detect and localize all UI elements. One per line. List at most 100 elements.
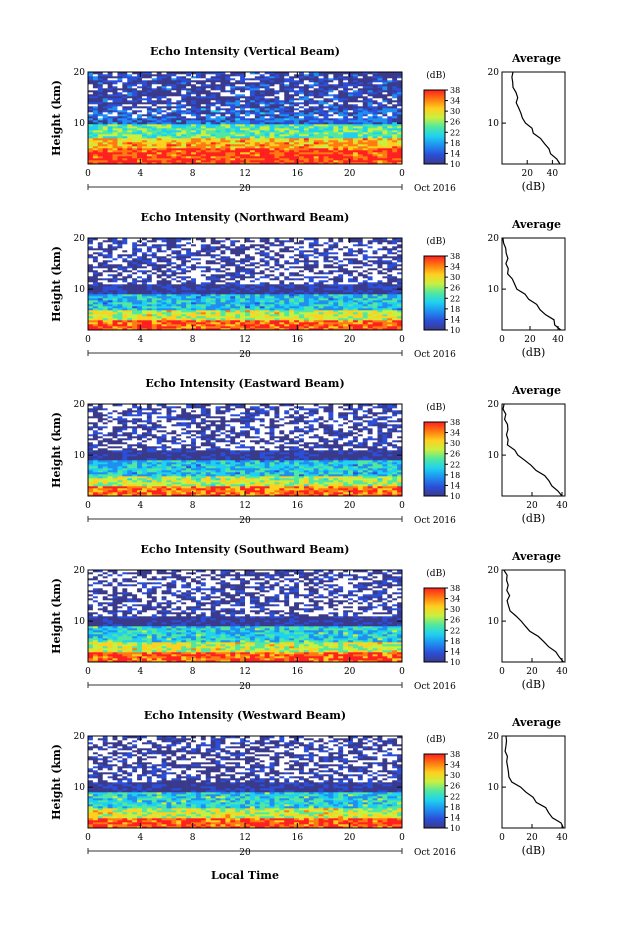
heatmap-cell — [181, 276, 187, 279]
heatmap-cell — [397, 272, 403, 275]
heatmap-cell — [166, 294, 172, 297]
heatmap-cell — [220, 162, 226, 165]
heatmap-cell — [303, 142, 310, 145]
heatmap-cell — [377, 300, 383, 303]
heatmap-cell — [156, 124, 162, 127]
heatmap-cell — [88, 314, 94, 317]
heatmap-cell — [382, 128, 388, 131]
heatmap-cell — [102, 322, 108, 325]
heatmap-cell — [166, 102, 172, 105]
heatmap-cell — [318, 132, 324, 135]
heatmap-cell — [141, 310, 148, 313]
heatmap-cell — [392, 94, 398, 97]
heatmap-cell — [88, 100, 94, 103]
heatmap-cell — [92, 102, 99, 105]
heatmap-cell — [397, 76, 403, 79]
heatmap-cell — [88, 126, 94, 129]
heatmap-cell — [181, 144, 187, 147]
heatmap-cell — [323, 154, 329, 157]
heatmap-cell — [357, 162, 364, 165]
heatmap-cell — [338, 134, 344, 137]
heatmap-cell — [235, 306, 241, 309]
heatmap-cell — [362, 76, 368, 79]
heatmap-cell — [171, 308, 177, 311]
heatmap-cell — [186, 274, 192, 277]
heatmap-cell — [112, 148, 118, 151]
heatmap-cell — [161, 268, 167, 271]
heatmap-cell — [97, 274, 104, 277]
heatmap-cell — [367, 268, 373, 271]
heatmap-cell — [235, 146, 241, 149]
heatmap-cell — [230, 156, 236, 159]
x-tick-label: 8 — [190, 169, 196, 179]
heatmap-cell — [171, 128, 177, 131]
heatmap-cell — [181, 284, 187, 287]
heatmap-cell — [220, 148, 226, 151]
heatmap-cell — [137, 320, 143, 323]
heatmap-cell — [210, 152, 216, 155]
heatmap-cell — [294, 134, 300, 137]
heatmap-cell — [141, 94, 148, 97]
heatmap-cell — [245, 76, 251, 79]
heatmap-cell — [137, 156, 143, 159]
heatmap-cell — [382, 274, 388, 277]
heatmap-cell — [92, 106, 99, 109]
heatmap-cell — [240, 316, 246, 319]
heatmap-cell — [367, 148, 373, 151]
heatmap-cell — [210, 124, 216, 127]
heatmap-cell — [181, 324, 187, 327]
heatmap-cell — [308, 128, 314, 131]
heatmap-cell — [245, 74, 251, 77]
heatmap-cell — [348, 292, 354, 295]
heatmap-cell — [348, 92, 354, 95]
heatmap-cell — [308, 312, 314, 315]
heatmap-cell — [269, 96, 275, 99]
heatmap-cell — [249, 106, 256, 109]
heatmap-cell — [313, 318, 319, 321]
heatmap-cell — [195, 124, 202, 127]
heatmap-cell — [156, 74, 162, 77]
heatmap-cell — [343, 274, 349, 277]
heatmap-cell — [284, 140, 290, 143]
heatmap-cell — [367, 288, 373, 291]
heatmap-cell — [308, 126, 314, 129]
heatmap-cell — [357, 304, 364, 307]
heatmap-cell — [137, 132, 143, 135]
heatmap-cell — [166, 274, 172, 277]
heatmap-cell — [92, 282, 99, 285]
heatmap-cell — [181, 282, 187, 285]
heatmap-cell — [166, 146, 172, 149]
heatmap-cell — [387, 298, 393, 301]
heatmap-cell — [318, 78, 324, 81]
heatmap-cell — [117, 290, 123, 293]
heatmap-cell — [176, 80, 182, 83]
heatmap-cell — [348, 108, 354, 111]
heatmap-cell — [352, 320, 359, 323]
heatmap-cell — [112, 116, 118, 119]
heatmap-cell — [269, 142, 275, 145]
heatmap-cell — [298, 120, 305, 123]
heatmap-cell — [357, 314, 364, 317]
heatmap-cell — [112, 274, 118, 277]
heatmap-cell — [112, 120, 118, 123]
heatmap-cell — [146, 314, 153, 317]
heatmap-cell — [181, 312, 187, 315]
heatmap-cell — [269, 114, 275, 117]
heatmap-cell — [166, 72, 172, 75]
heatmap-cell — [284, 134, 290, 137]
heatmap-cell — [161, 146, 167, 149]
heatmap-cell — [397, 326, 403, 329]
heatmap-cell — [171, 278, 177, 281]
heatmap-cell — [102, 100, 108, 103]
heatmap-cell — [146, 160, 153, 163]
heatmap-cell — [92, 120, 99, 123]
heatmap-cell — [230, 314, 236, 317]
heatmap-cell — [156, 152, 162, 155]
heatmap-cell — [200, 160, 207, 163]
heatmap-cell — [92, 160, 99, 163]
heatmap-cell — [387, 128, 393, 131]
heatmap-cell — [107, 88, 113, 91]
heatmap-cell — [308, 306, 314, 309]
heatmap-cell — [397, 88, 403, 91]
heatmap-cell — [279, 312, 285, 315]
